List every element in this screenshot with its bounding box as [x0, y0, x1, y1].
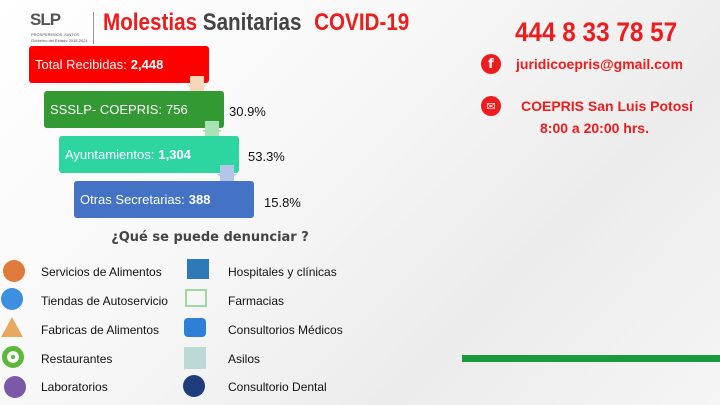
food-bowl-icon: [3, 260, 25, 282]
page-title: Molestias Sanitarias COVID-19: [103, 9, 410, 36]
slp-logo: SLP PROSPEREMOS JUNTOS Gobierno del Esta…: [30, 10, 88, 43]
funnel-total: Total Recibidas: 2,448: [29, 46, 209, 83]
funnel-otras: Otras Secretarias: 388: [74, 181, 254, 218]
list-item: Restaurantes: [41, 352, 113, 366]
office-name: COEPRIS San Luis Potosí: [521, 98, 693, 114]
logo-divider: [93, 12, 94, 44]
percent-ssslp: 30.9%: [229, 104, 266, 119]
down-arrow-icon: [202, 121, 222, 138]
list-item: Hospitales y clínicas: [228, 265, 337, 279]
office-hours: 8:00 a 20:00 hrs.: [540, 120, 649, 136]
food-pyramid-icon: [1, 317, 23, 337]
list-item: Consultorio Dental: [228, 380, 327, 394]
envelope-icon: ✉: [481, 96, 501, 116]
funnel-ayuntamientos: Ayuntamientos: 1,304: [59, 136, 239, 173]
store-building-icon: [1, 288, 23, 310]
nursing-home-icon: [184, 347, 206, 369]
microscope-icon: [4, 376, 26, 398]
facebook-icon: f: [481, 54, 501, 74]
list-item: Farmacias: [228, 294, 285, 308]
medical-kit-icon: [184, 318, 206, 337]
list-item: Fabricas de Alimentos: [41, 323, 160, 337]
list-item: Laboratorios: [41, 380, 108, 394]
plate-icon: [2, 346, 24, 368]
down-arrow-icon: [217, 165, 237, 182]
phone-number: 444 8 33 78 57: [515, 17, 678, 47]
section-question: ¿Qué se puede denunciar ?: [111, 230, 309, 245]
dental-chair-icon: [183, 375, 205, 397]
funnel-ssslp: SSSLP- COEPRIS: 756: [44, 91, 224, 128]
pharmacy-icon: [185, 289, 207, 307]
contact-email[interactable]: juridicoepris@gmail.com: [516, 56, 683, 72]
list-item: Tiendas de Autoservicio: [41, 294, 168, 308]
hospital-icon: [187, 259, 209, 279]
percent-ayuntamientos: 53.3%: [248, 149, 285, 164]
green-divider-line: [462, 355, 720, 362]
list-item: Servicios de Alimentos: [41, 265, 162, 279]
down-arrow-icon: [187, 76, 207, 93]
list-item: Consultorios Médicos: [228, 323, 343, 337]
percent-otras: 15.8%: [264, 195, 301, 210]
list-item: Asilos: [228, 352, 261, 366]
